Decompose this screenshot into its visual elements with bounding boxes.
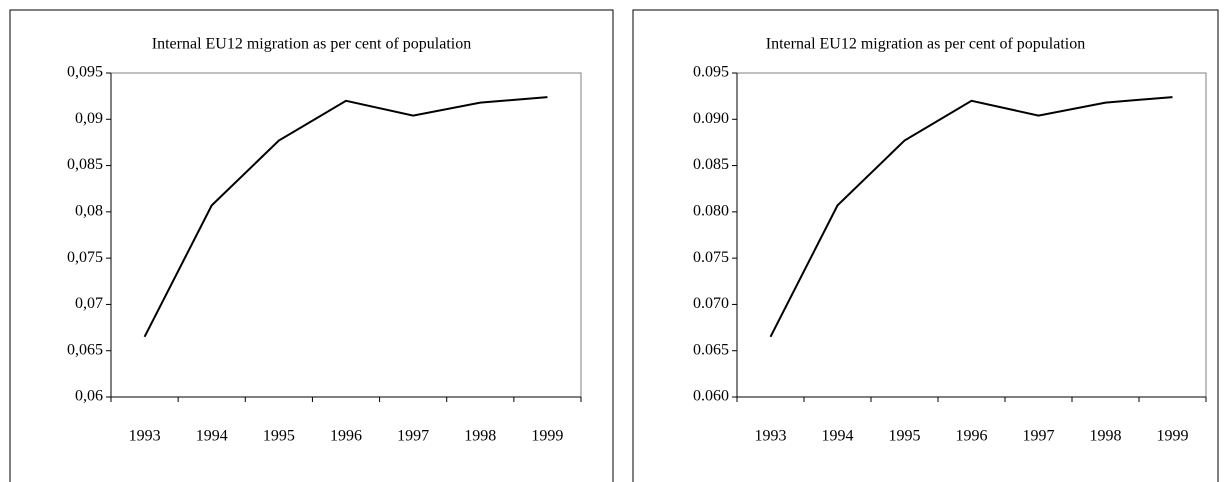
x-tick-label: 1993	[755, 428, 787, 445]
chart-frame	[9, 9, 614, 482]
data-line	[143, 96, 548, 338]
y-tick-label: 0.075	[693, 249, 729, 266]
chart-frame	[632, 9, 1219, 482]
y-tick-label: 0.070	[693, 295, 729, 312]
x-tick-label: 1994	[196, 428, 228, 445]
x-tick-label: 1996	[956, 428, 988, 445]
y-tick-label: 0.095	[693, 64, 729, 81]
x-tick-label: 1997	[397, 428, 429, 445]
plot-area	[110, 72, 582, 398]
y-tick-label: 0,06	[75, 388, 103, 405]
x-tick-label: 1996	[330, 428, 362, 445]
y-tick-label: 0,085	[67, 156, 103, 173]
y-tick-label: 0.080	[693, 203, 729, 220]
y-tick-label: 0,065	[67, 341, 103, 358]
data-line	[769, 96, 1173, 338]
y-tick-label: 0.065	[693, 341, 729, 358]
chart-title: Internal EU12 migration as per cent of p…	[152, 36, 471, 53]
x-tick-label: 1999	[1157, 428, 1189, 445]
y-tick-label: 0,08	[75, 203, 103, 220]
x-tick-label: 1993	[129, 428, 161, 445]
y-tick-label: 0.085	[693, 156, 729, 173]
x-tick-label: 1998	[1090, 428, 1122, 445]
x-tick-label: 1999	[531, 428, 563, 445]
x-tick-label: 1998	[464, 428, 496, 445]
plot-area	[736, 72, 1207, 398]
y-tick-label: 0,09	[75, 110, 103, 127]
x-tick-label: 1995	[263, 428, 295, 445]
chart-title: Internal EU12 migration as per cent of p…	[766, 36, 1085, 53]
y-tick-label: 0.060	[693, 388, 729, 405]
x-tick-label: 1995	[889, 428, 921, 445]
y-tick-label: 0,07	[75, 295, 103, 312]
y-tick-label: 0,075	[67, 249, 103, 266]
y-tick-label: 0.090	[693, 110, 729, 127]
y-tick-label: 0,095	[67, 64, 103, 81]
x-tick-label: 1994	[822, 428, 854, 445]
x-tick-label: 1997	[1023, 428, 1055, 445]
